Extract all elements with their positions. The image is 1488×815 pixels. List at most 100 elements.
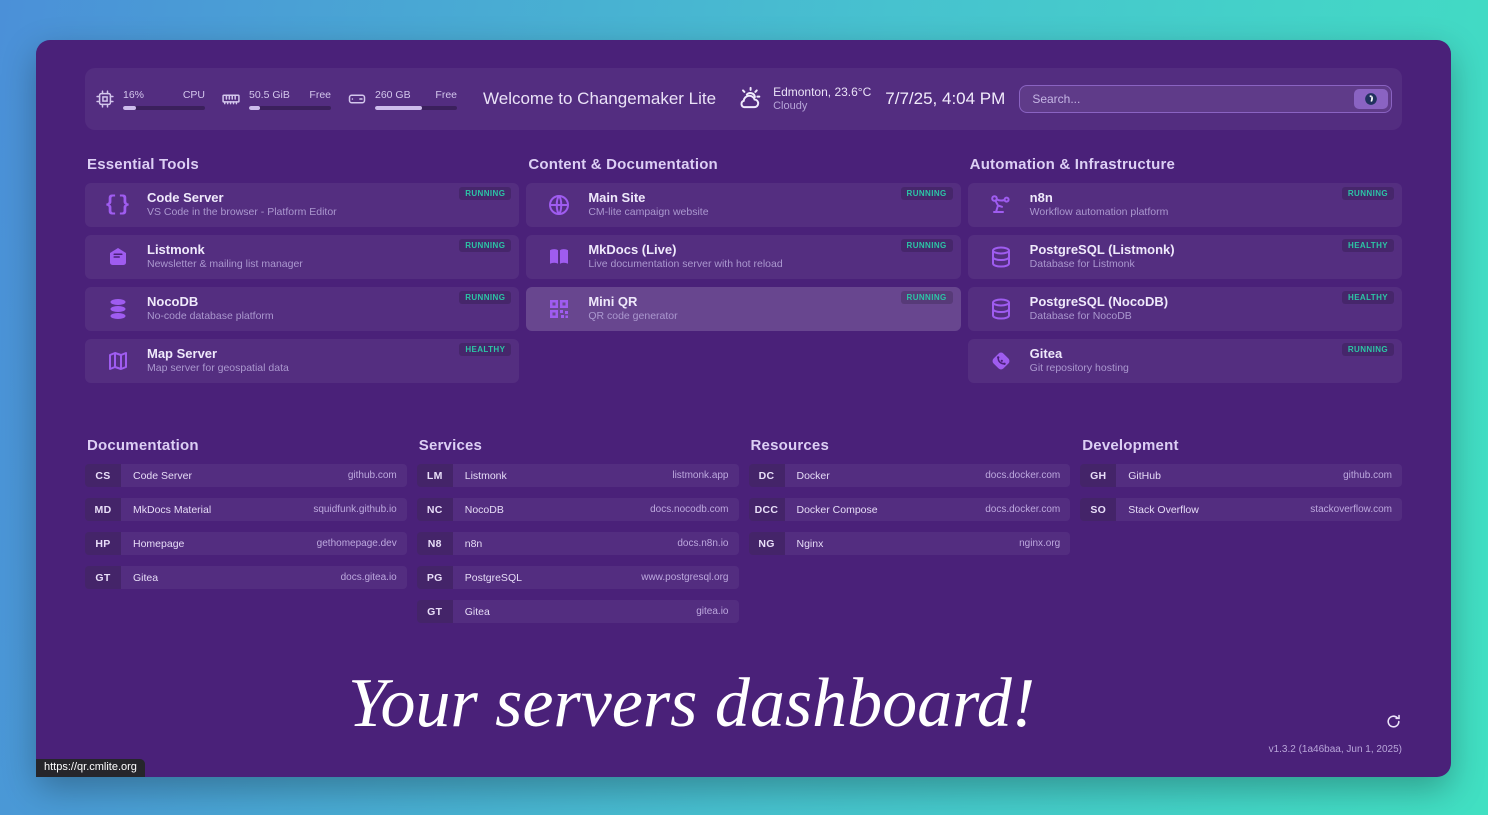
service-title: PostgreSQL (NocoDB): [1029, 294, 1169, 310]
section-title: Essential Tools: [87, 156, 199, 173]
stat-label: Free: [309, 88, 331, 101]
bookmark-docker[interactable]: DC Docker docs.docker.com: [748, 464, 1071, 487]
bookmark-docker-compose[interactable]: DCC Docker Compose docs.docker.com: [748, 498, 1071, 521]
service-title: Code Server: [147, 190, 224, 206]
resource-stats: 16% CPU 50.5 GiB Free 260 GB Free: [95, 89, 457, 110]
service-card-nocodb[interactable]: NocoDB No-code database platform RUNNING: [85, 287, 520, 331]
section-title: Content & Documentation: [528, 156, 718, 173]
bookmark-nginx[interactable]: NG Nginx nginx.org: [748, 532, 1071, 555]
service-card-postgresql-nocodb[interactable]: PostgreSQL (NocoDB) Database for NocoDB HE…: [967, 287, 1402, 331]
bookmark-url: docs.docker.com: [985, 504, 1061, 515]
stat-progress-bar: [123, 105, 205, 110]
bookmark-nocodb[interactable]: NC NocoDB docs.nocodb.com: [416, 498, 739, 521]
duckduckgo-icon: [1364, 92, 1378, 106]
bookmark-url: gitea.io: [696, 606, 729, 617]
bookmark-stack-overflow[interactable]: SO Stack Overflow stackoverflow.com: [1080, 498, 1402, 521]
bookmark-url: www.postgresql.org: [641, 572, 729, 583]
search-input[interactable]: [1019, 85, 1392, 113]
bookmark-abbr: DC: [748, 464, 785, 487]
service-card-mini-qr[interactable]: Mini QR QR code generator RUNNING: [526, 287, 961, 331]
service-title: Main Site: [588, 190, 646, 206]
database-solid-icon: [105, 296, 131, 322]
service-subtitle: Database for Listmonk: [1029, 258, 1135, 271]
bookmark-name: Homepage: [133, 537, 185, 550]
bookmark-code-server[interactable]: CS Code Server github.com: [85, 464, 407, 487]
bookmark-url: squidfunk.github.io: [313, 504, 397, 515]
bookmark-url: docs.gitea.io: [340, 572, 397, 583]
status-badge: HEALTHY: [1342, 291, 1394, 304]
bookmark-name: GitHub: [1128, 469, 1161, 482]
bookmark-url: docs.nocodb.com: [650, 504, 729, 515]
workflow-icon: [988, 192, 1014, 218]
bookmark-gitea[interactable]: GT Gitea docs.gitea.io: [85, 566, 407, 589]
service-title: Gitea: [1029, 346, 1063, 362]
service-title: NocoDB: [147, 294, 199, 310]
status-badge: HEALTHY: [459, 343, 512, 356]
cpu-icon: [95, 89, 115, 109]
bookmark-abbr: GT: [416, 600, 453, 623]
refresh-button[interactable]: [1385, 713, 1402, 730]
stat-value: 16%: [123, 88, 145, 101]
bookmark-gitea[interactable]: GT Gitea gitea.io: [416, 600, 739, 623]
bookmark-abbr: N8: [416, 532, 453, 555]
service-group-content-documentation: Content & Documentation Main Site CM-lite …: [526, 156, 961, 339]
service-card-n8n[interactable]: n8n Workflow automation platform RUNNING: [967, 183, 1402, 227]
status-badge: RUNNING: [459, 187, 512, 200]
section-title: Services: [418, 437, 483, 454]
greeting-text: Welcome to Changemaker Lite: [483, 89, 717, 108]
bookmark-github[interactable]: GH GitHub github.com: [1080, 464, 1402, 487]
bookmark-groups: Documentation CS Code Server github.com MD Mk…: [85, 437, 1402, 634]
stat-value: 50.5 GiB: [249, 88, 290, 101]
bookmark-abbr: NC: [416, 498, 453, 521]
service-card-mkdocs-live[interactable]: MkDocs (Live) Live documentation server w…: [526, 235, 961, 279]
service-title: PostgreSQL (Listmonk): [1029, 242, 1175, 258]
status-badge: RUNNING: [1341, 187, 1394, 200]
service-card-gitea[interactable]: Gitea Git repository hosting RUNNING: [967, 339, 1402, 383]
service-subtitle: Git repository hosting: [1029, 362, 1129, 375]
dashboard-panel: 16% CPU 50.5 GiB Free 260 GB Free Welcome to …: [36, 40, 1451, 777]
service-subtitle: Database for NocoDB: [1029, 310, 1132, 323]
book-icon: [546, 244, 572, 270]
status-badge: RUNNING: [459, 291, 512, 304]
bookmark-url: stackoverflow.com: [1310, 504, 1392, 515]
bookmark-name: n8n: [464, 537, 483, 550]
bookmark-postgresql[interactable]: PG PostgreSQL www.postgresql.org: [416, 566, 739, 589]
bookmark-name: Docker: [796, 469, 830, 482]
bookmark-homepage[interactable]: HP Homepage gethomepage.dev: [85, 532, 407, 555]
bookmark-abbr: LM: [416, 464, 453, 487]
bookmark-url: docs.docker.com: [985, 470, 1061, 481]
service-group-essential-tools: Essential Tools {} Code Server VS Code in t…: [85, 156, 520, 391]
bookmark-name: PostgreSQL: [464, 571, 522, 584]
bookmark-abbr: HP: [85, 532, 121, 555]
service-subtitle: Workflow automation platform: [1029, 206, 1169, 219]
bookmark-n8n[interactable]: N8 n8n docs.n8n.io: [416, 532, 739, 555]
resource-widget-cpu: 16% CPU: [95, 89, 205, 110]
stat-progress-bar: [249, 105, 331, 110]
status-badge: RUNNING: [900, 239, 953, 252]
bookmark-url: github.com: [347, 470, 397, 481]
weather-condition: Cloudy: [773, 100, 808, 113]
bookmark-listmonk[interactable]: LM Listmonk listmonk.app: [416, 464, 739, 487]
service-card-map-server[interactable]: Map Server Map server for geospatial data…: [85, 339, 520, 383]
weather-widget[interactable]: Edmonton, 23.6°C Cloudy: [736, 85, 871, 114]
bookmark-name: Gitea: [133, 571, 159, 584]
bookmark-mkdocs-material[interactable]: MD MkDocs Material squidfunk.github.io: [85, 498, 407, 521]
service-card-main-site[interactable]: Main Site CM-lite campaign website RUNNING: [526, 183, 961, 227]
disk-icon: [347, 89, 367, 109]
bookmark-abbr: GH: [1080, 464, 1117, 487]
service-card-listmonk[interactable]: Listmonk Newsletter & mailing list manage…: [85, 235, 520, 279]
service-card-code-server[interactable]: {} Code Server VS Code in the browser - Pl…: [85, 183, 520, 227]
bookmark-name: Code Server: [133, 469, 192, 482]
bookmark-name: NocoDB: [464, 503, 504, 516]
search-provider-button[interactable]: [1354, 89, 1388, 109]
stat-label: CPU: [182, 88, 205, 101]
bookmark-url: docs.n8n.io: [677, 538, 729, 549]
service-title: MkDocs (Live): [588, 242, 677, 258]
bookmark-url: github.com: [1343, 470, 1392, 481]
bookmark-name: Listmonk: [464, 469, 507, 482]
browser-status-tooltip: https://qr.cmlite.org: [36, 759, 145, 777]
version-text: v1.3.2 (1a46baa, Jun 1, 2025): [1268, 744, 1402, 755]
bookmark-group-development: Development GH GitHub github.com SO Stack Ove…: [1080, 437, 1402, 532]
bookmark-name: Gitea: [464, 605, 490, 618]
service-card-postgresql-listmonk[interactable]: PostgreSQL (Listmonk) Database for Listmo…: [967, 235, 1402, 279]
